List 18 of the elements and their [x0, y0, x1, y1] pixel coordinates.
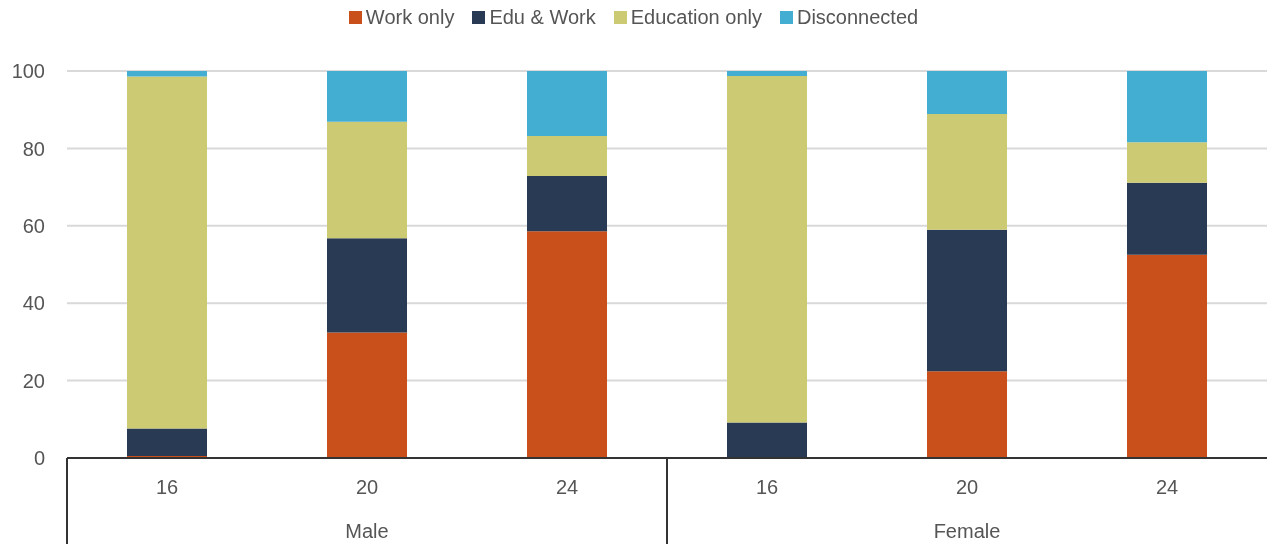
x-tick-label: 24	[555, 476, 579, 499]
legend-label: Work only	[365, 6, 455, 29]
legend-label: Education only	[630, 6, 762, 29]
x-tick-label: 24	[1155, 476, 1179, 499]
y-tick-label: 40	[22, 292, 45, 315]
y-tick-label: 20	[22, 369, 45, 392]
text: Male	[345, 520, 389, 542]
y-tick-label: 80	[22, 137, 45, 160]
x-tick-label: 16	[155, 476, 179, 499]
x-tick-label: 20	[955, 476, 979, 499]
x-tick-label: 16	[755, 476, 779, 499]
y-tick-label: 100	[11, 60, 45, 83]
y-tick-label: 60	[22, 214, 45, 237]
legend-label: Disconnected	[796, 6, 919, 29]
y-tick-label: 0	[33, 447, 45, 470]
legend-label: Edu & Work	[489, 6, 596, 29]
text: Female	[933, 520, 1001, 542]
x-tick-label: 20	[355, 476, 379, 499]
